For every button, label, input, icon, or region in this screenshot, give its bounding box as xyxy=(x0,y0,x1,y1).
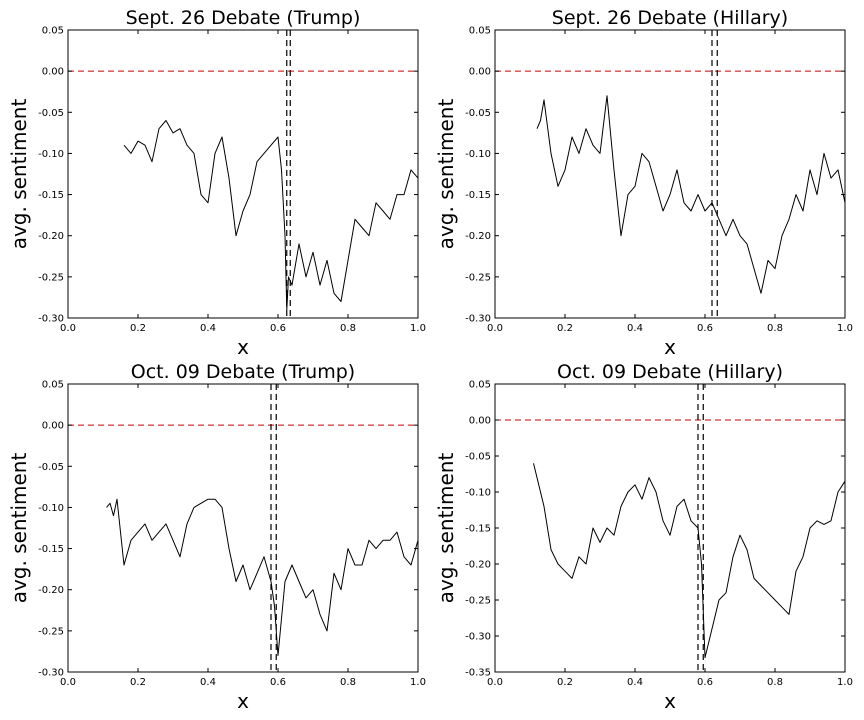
y-tick-label: -0.05 xyxy=(38,462,64,473)
x-tick-label: 0.6 xyxy=(270,323,286,334)
y-tick-label: 0.00 xyxy=(42,421,64,432)
x-tick-label: 0.2 xyxy=(557,677,573,688)
y-tick-label: 0.05 xyxy=(42,26,64,37)
y-tick-label: -0.10 xyxy=(465,149,491,160)
y-axis-label: avg. sentiment xyxy=(434,453,458,604)
x-tick-label: 0.6 xyxy=(697,323,713,334)
sentiment-series-line xyxy=(536,95,846,294)
y-tick-label: -0.30 xyxy=(465,314,491,325)
y-tick-label: -0.20 xyxy=(38,585,64,596)
x-tick-label: 0.0 xyxy=(60,677,76,688)
y-tick-label: -0.20 xyxy=(465,231,491,242)
y-tick-label: -0.25 xyxy=(38,626,64,637)
y-axis-label: avg. sentiment xyxy=(434,99,458,250)
y-tick-label: -0.30 xyxy=(465,632,491,643)
x-tick-label: 0.4 xyxy=(200,323,216,334)
y-tick-label: 0.05 xyxy=(469,380,491,391)
y-tick-label: 0.00 xyxy=(469,416,491,427)
x-axis-label: x xyxy=(664,335,676,359)
y-tick-label: -0.05 xyxy=(465,452,491,463)
chart-panel: Sept. 26 Debate (Trump) 0.0 0.2 0.4 0.6 0.8 1.… xyxy=(7,7,426,359)
y-tick-label: 0.05 xyxy=(469,26,491,37)
x-axis-label: x xyxy=(237,689,249,713)
x-tick-label: 0.8 xyxy=(340,323,356,334)
chart-panel: Oct. 09 Debate (Hillary) 0.0 0.2 0.4 0.6 0.8 1… xyxy=(434,361,853,713)
x-tick-label: 0.4 xyxy=(627,677,643,688)
chart-panel: Oct. 09 Debate (Trump) 0.0 0.2 0.4 0.6 0.8 1.0… xyxy=(7,361,426,713)
x-tick-label: 0.8 xyxy=(767,323,783,334)
y-tick-label: -0.05 xyxy=(38,108,64,119)
x-tick-label: 1.0 xyxy=(410,677,426,688)
x-tick-label: 0.0 xyxy=(487,323,503,334)
x-tick-label: 0.8 xyxy=(340,677,356,688)
x-tick-label: 0.6 xyxy=(270,677,286,688)
sentiment-series-line xyxy=(106,498,419,656)
chart-panel: Sept. 26 Debate (Hillary) 0.0 0.2 0.4 0.6 0.8… xyxy=(434,7,853,359)
y-tick-label: -0.10 xyxy=(465,488,491,499)
x-tick-label: 0.2 xyxy=(130,323,146,334)
y-tick-label: -0.15 xyxy=(38,190,64,201)
plot-frame xyxy=(494,29,846,319)
x-tick-label: 0.4 xyxy=(627,323,643,334)
x-tick-label: 0.4 xyxy=(200,677,216,688)
chart-title: Oct. 09 Debate (Hillary) xyxy=(557,361,783,383)
y-tick-label: -0.35 xyxy=(465,668,491,679)
x-tick-label: 0.0 xyxy=(487,677,503,688)
chart-title: Oct. 09 Debate (Trump) xyxy=(131,361,355,383)
x-tick-label: 1.0 xyxy=(837,677,853,688)
y-tick-label: -0.25 xyxy=(38,272,64,283)
chart-title: Sept. 26 Debate (Trump) xyxy=(126,7,361,29)
y-tick-label: 0.05 xyxy=(42,380,64,391)
y-tick-label: -0.15 xyxy=(465,524,491,535)
y-tick-label: -0.15 xyxy=(465,190,491,201)
y-tick-label: -0.20 xyxy=(465,560,491,571)
plot-frame xyxy=(67,29,419,319)
y-tick-label: -0.25 xyxy=(465,272,491,283)
x-tick-label: 0.0 xyxy=(60,323,76,334)
y-axis-label: avg. sentiment xyxy=(7,453,31,604)
y-tick-label: -0.30 xyxy=(38,314,64,325)
y-tick-label: -0.15 xyxy=(38,544,64,555)
y-tick-label: -0.30 xyxy=(38,668,64,679)
y-tick-label: 0.00 xyxy=(469,67,491,78)
x-axis-label: x xyxy=(237,335,249,359)
y-tick-label: -0.05 xyxy=(465,108,491,119)
chart-title: Sept. 26 Debate (Hillary) xyxy=(552,7,788,29)
sentiment-series-line xyxy=(533,463,846,659)
y-tick-label: -0.20 xyxy=(38,231,64,242)
sentiment-series-line xyxy=(123,120,419,311)
plot-frame xyxy=(67,383,419,673)
x-tick-label: 1.0 xyxy=(837,323,853,334)
x-tick-label: 0.2 xyxy=(130,677,146,688)
x-axis-label: x xyxy=(664,689,676,713)
y-tick-label: -0.10 xyxy=(38,149,64,160)
y-tick-label: -0.10 xyxy=(38,503,64,514)
y-tick-label: 0.00 xyxy=(42,67,64,78)
x-tick-label: 0.2 xyxy=(557,323,573,334)
y-axis-label: avg. sentiment xyxy=(7,99,31,250)
x-tick-label: 0.8 xyxy=(767,677,783,688)
y-tick-label: -0.25 xyxy=(465,596,491,607)
x-tick-label: 1.0 xyxy=(410,323,426,334)
x-tick-label: 0.6 xyxy=(697,677,713,688)
